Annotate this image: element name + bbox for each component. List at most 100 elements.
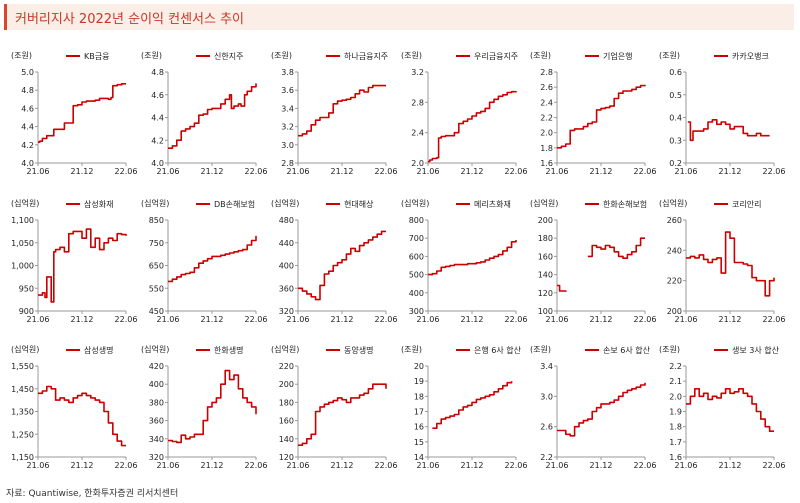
chart-14-ytick-label: 220 xyxy=(279,362,294,371)
chart-12-series-line-0 xyxy=(38,385,126,447)
chart-2-ytick-label: 3.2 xyxy=(281,123,294,132)
chart-5-legend-label: 카카오뱅크 xyxy=(732,51,769,61)
chart-1-xtick-label: 21.06 xyxy=(157,167,180,176)
chart-3-series-line-0 xyxy=(428,90,517,163)
chart-10-ytick-label: 120 xyxy=(538,289,553,298)
chart-5-xtick-label: 22.06 xyxy=(763,167,786,176)
chart-3-ytick-label: 2.0 xyxy=(411,159,424,168)
source-note: 자료: Quantiwise, 한화투자증권 리서치센터 xyxy=(6,489,179,499)
chart-15-ytick-label: 15 xyxy=(414,438,424,447)
chart-16-unit-label: (조원) xyxy=(530,345,551,354)
chart-15-xtick-label: 21.06 xyxy=(417,461,440,470)
chart-0-ytick-label: 4.6 xyxy=(21,104,34,113)
chart-14-legend-label: 동양생명 xyxy=(344,345,373,355)
chart-8-xtick-label: 21.12 xyxy=(331,315,354,324)
chart-10-ytick-label: 160 xyxy=(538,252,553,261)
chart-0-ytick-label: 4.8 xyxy=(21,86,34,95)
chart-14-ytick-label: 200 xyxy=(279,380,294,389)
chart-10-xtick-label: 21.12 xyxy=(590,315,613,324)
chart-6-ytick-label: 950 xyxy=(19,284,34,293)
chart-4-xtick-label: 21.06 xyxy=(546,167,569,176)
chart-14-xtick-label: 21.06 xyxy=(287,461,310,470)
chart-13-ytick-label: 380 xyxy=(149,398,164,407)
chart-15-unit-label: (조원) xyxy=(401,345,422,354)
chart-12-ytick-label: 1,150 xyxy=(11,453,34,462)
chart-8-ytick-label: 360 xyxy=(279,284,294,293)
chart-1-xtick-label: 22.06 xyxy=(245,167,268,176)
chart-4-ytick-label: 1.6 xyxy=(540,159,553,168)
chart-5-ytick-label: 0.4 xyxy=(669,114,682,123)
chart-0-ytick-label: 4.2 xyxy=(21,141,34,150)
chart-0-ytick-label: 4.0 xyxy=(21,159,34,168)
chart-12-ytick-label: 1,550 xyxy=(11,362,34,371)
chart-4-ytick-label: 2.4 xyxy=(540,98,553,107)
chart-7-ytick-label: 450 xyxy=(149,307,164,316)
chart-3-ytick-label: 2.4 xyxy=(411,129,424,138)
chart-5-unit-label: (조원) xyxy=(659,51,680,60)
chart-0-unit-label: (조원) xyxy=(11,51,32,60)
chart-11-xtick-label: 22.06 xyxy=(763,315,786,324)
chart-2-xtick-label: 22.06 xyxy=(375,167,398,176)
chart-4-ytick-label: 2.2 xyxy=(540,114,553,123)
chart-1-ytick-label: 4.4 xyxy=(151,114,164,123)
chart-13-xtick-label: 21.12 xyxy=(201,461,224,470)
chart-10-series-line-1 xyxy=(587,237,645,259)
chart-15-ytick-label: 16 xyxy=(414,423,424,432)
chart-14-ytick-label: 180 xyxy=(279,398,294,407)
chart-9-xtick-label: 21.12 xyxy=(461,315,484,324)
chart-15-ytick-label: 14 xyxy=(414,453,424,462)
chart-14-ytick-label: 120 xyxy=(279,453,294,462)
chart-10-ytick-label: 140 xyxy=(538,271,553,280)
chart-8-ytick-label: 400 xyxy=(279,262,294,271)
chart-2-ytick-label: 3.8 xyxy=(281,68,294,77)
chart-17-ytick-label: 1.6 xyxy=(669,453,682,462)
chart-8-xtick-label: 21.06 xyxy=(287,315,310,324)
chart-6-ytick-label: 1,100 xyxy=(11,216,34,225)
chart-0-xtick-label: 21.12 xyxy=(71,167,94,176)
chart-8-ytick-label: 440 xyxy=(279,239,294,248)
chart-13-ytick-label: 320 xyxy=(149,453,164,462)
chart-10-legend-label: 한화손해보험 xyxy=(603,199,647,209)
chart-13-legend-label: 한화생명 xyxy=(214,345,243,355)
chart-2-xtick-label: 21.06 xyxy=(287,167,310,176)
chart-9-ytick-label: 300 xyxy=(409,307,424,316)
chart-8-series-line-0 xyxy=(298,230,386,301)
chart-13-series-line-0 xyxy=(168,369,257,444)
chart-4-ytick-label: 2.6 xyxy=(540,83,553,92)
chart-9-ytick-label: 400 xyxy=(409,289,424,298)
chart-1-series-line-0 xyxy=(168,83,257,149)
chart-13-unit-label: (십억원) xyxy=(141,344,169,354)
chart-14-xtick-label: 21.12 xyxy=(331,461,354,470)
chart-grid: (조원) KB금융 4.0 4.2 4.4 4.6 4.8 5.0 21.06 21.12 22.0… xyxy=(0,34,800,484)
chart-11-xtick-label: 21.12 xyxy=(719,315,742,324)
chart-16-xtick-label: 21.06 xyxy=(546,461,569,470)
chart-5-xtick-label: 21.12 xyxy=(719,167,742,176)
chart-17-xtick-label: 21.12 xyxy=(719,461,742,470)
chart-10-ytick-label: 100 xyxy=(538,307,553,316)
chart-17-unit-label: (조원) xyxy=(659,345,680,354)
chart-12-ytick-label: 1,250 xyxy=(11,430,34,439)
chart-6-ytick-label: 900 xyxy=(19,307,34,316)
chart-6-xtick-label: 21.06 xyxy=(27,315,50,324)
chart-13-xtick-label: 21.06 xyxy=(157,461,180,470)
chart-3-unit-label: (조원) xyxy=(401,51,422,60)
chart-10-unit-label: (십억원) xyxy=(530,198,558,208)
chart-0-xtick-label: 22.06 xyxy=(115,167,138,176)
chart-3-xtick-label: 21.06 xyxy=(417,167,440,176)
chart-3-xtick-label: 22.06 xyxy=(505,167,528,176)
chart-17-xtick-label: 22.06 xyxy=(763,461,786,470)
chart-5-xtick-label: 21.06 xyxy=(675,167,698,176)
chart-3-legend-label: 우리금융지주 xyxy=(474,52,518,61)
chart-9-ytick-label: 700 xyxy=(409,234,424,243)
chart-17-ytick-label: 2.1 xyxy=(669,377,682,386)
chart-2-legend-label: 하나금융지주 xyxy=(344,51,388,61)
chart-6-ytick-label: 1,000 xyxy=(11,262,34,271)
chart-11-legend-label: 코리안리 xyxy=(732,199,761,209)
chart-6-legend-label: 삼성화재 xyxy=(84,199,113,209)
chart-10-ytick-label: 200 xyxy=(538,216,553,225)
chart-16-xtick-label: 22.06 xyxy=(634,461,657,470)
chart-6-xtick-label: 21.12 xyxy=(71,315,94,324)
chart-17-ytick-label: 2.0 xyxy=(669,392,682,401)
chart-5-ytick-label: 0.2 xyxy=(669,159,682,168)
chart-11-unit-label: (십억원) xyxy=(659,198,687,208)
